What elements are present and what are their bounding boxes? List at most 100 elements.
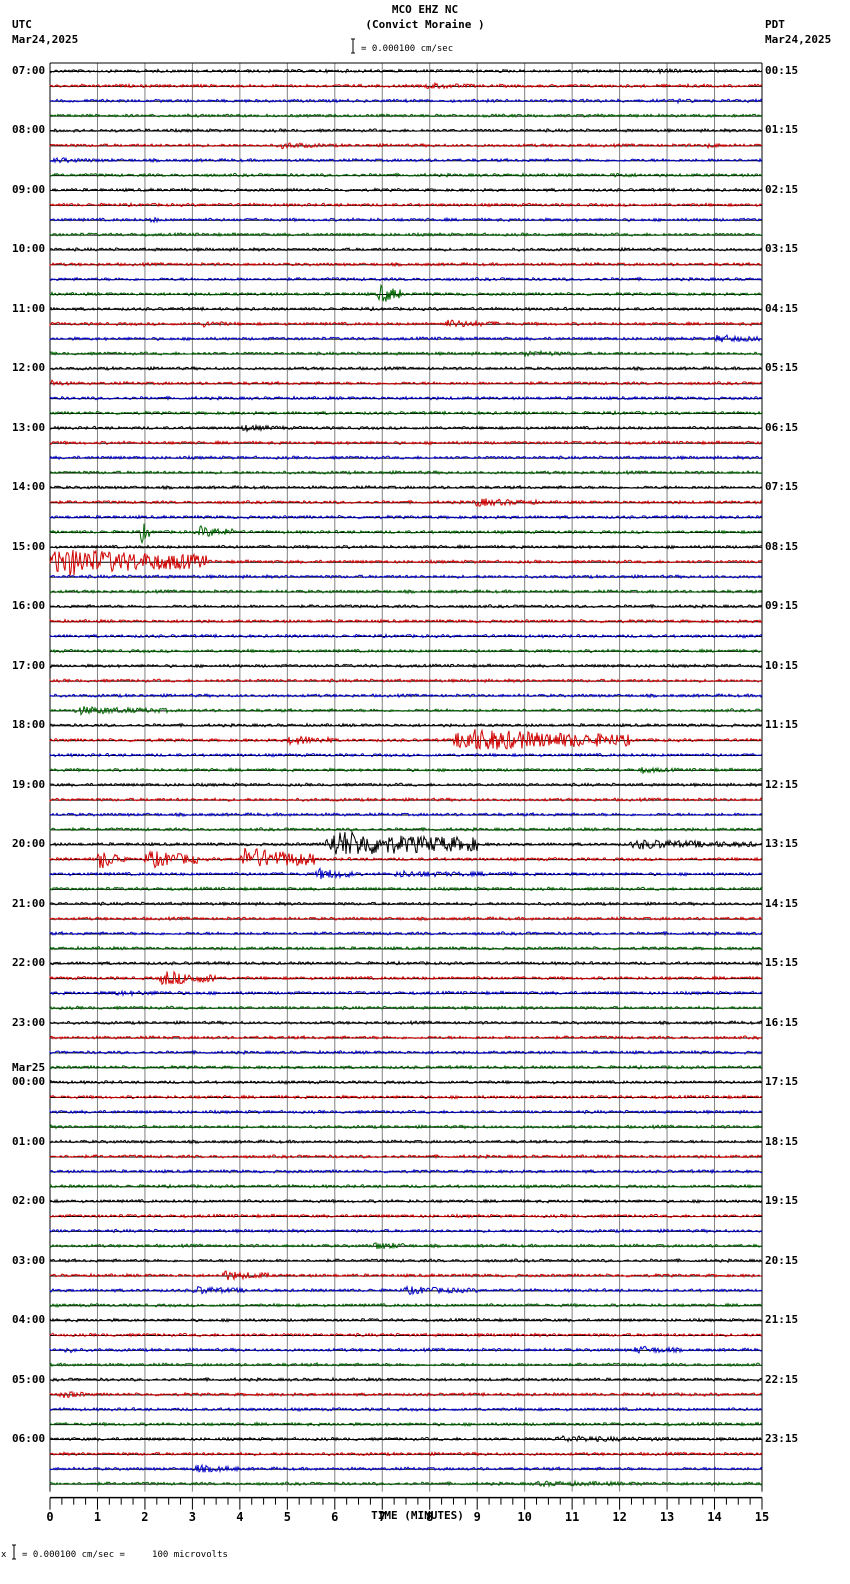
utc-hour-label: 00:00 <box>12 1075 46 1089</box>
pdt-hour-label: 06:15 <box>765 420 799 434</box>
pdt-hour-label: 19:15 <box>765 1194 799 1208</box>
x-tick-label: 3 <box>188 1509 196 1524</box>
seismic-trace <box>49 1094 763 1100</box>
seismic-trace <box>49 112 763 119</box>
seismic-trace <box>49 588 763 595</box>
seismic-trace <box>49 187 763 193</box>
utc-hour-label: 23:00 <box>12 1015 46 1029</box>
seismic-trace <box>49 1463 763 1474</box>
seismic-trace <box>49 662 763 669</box>
seismic-trace <box>49 1391 762 1399</box>
utc-hour-label: 12:00 <box>12 361 46 375</box>
utc-hour-label: 09:00 <box>12 182 46 196</box>
pdt-hour-label: 16:15 <box>765 1015 799 1029</box>
seismic-trace <box>49 1257 763 1264</box>
seismic-trace <box>49 1302 763 1308</box>
seismic-trace <box>49 1123 763 1130</box>
seismic-trace <box>49 1019 763 1026</box>
seismic-trace <box>49 1138 763 1145</box>
seismic-trace <box>49 603 763 610</box>
seismic-trace <box>49 915 763 922</box>
seismic-trace <box>49 781 763 788</box>
utc-hour-label: 10:00 <box>12 242 46 256</box>
seismic-trace <box>49 705 763 717</box>
seismic-trace <box>49 231 763 238</box>
seismic-trace <box>49 548 763 576</box>
seismic-trace <box>49 989 763 998</box>
x-tick-label: 9 <box>473 1509 481 1524</box>
seismic-trace <box>49 1005 763 1011</box>
utc-hour-label: 18:00 <box>12 718 46 732</box>
footer-prefix: x <box>1 1550 7 1560</box>
pdt-hour-label: 07:15 <box>765 480 799 494</box>
seismic-trace <box>49 1228 763 1234</box>
x-tick-label: 4 <box>236 1509 244 1524</box>
x-tick-label: 7 <box>378 1509 386 1524</box>
seismic-trace <box>49 349 763 357</box>
seismic-trace <box>49 514 763 520</box>
seismic-trace <box>49 261 763 268</box>
utc-hour-label: 22:00 <box>12 956 46 970</box>
pdt-hour-label: 23:15 <box>765 1432 799 1446</box>
seismic-trace <box>49 319 763 329</box>
seismic-trace <box>49 365 763 372</box>
seismic-trace <box>49 826 763 833</box>
seismic-trace <box>49 1153 763 1160</box>
seismic-trace <box>49 692 763 699</box>
seismic-trace <box>49 752 763 758</box>
seismic-trace <box>49 970 763 986</box>
site-name: (Convict Moraine ) <box>365 18 485 31</box>
seismic-trace <box>49 409 763 416</box>
seismic-trace <box>49 1332 763 1338</box>
utc-hour-label: 21:00 <box>12 896 46 910</box>
seismic-trace <box>49 1270 763 1281</box>
seismic-trace <box>49 573 763 580</box>
seismic-trace <box>49 1435 763 1443</box>
utc-hour-label: 06:00 <box>12 1432 46 1446</box>
seismic-trace <box>49 334 763 343</box>
seismic-trace <box>49 886 763 892</box>
x-tick-label: 15 <box>754 1509 770 1524</box>
seismic-trace <box>49 283 763 302</box>
seismic-trace <box>49 523 763 545</box>
x-tick-label: 12 <box>612 1509 627 1524</box>
seismic-trace <box>49 1198 763 1204</box>
x-tick-label: 14 <box>707 1509 722 1524</box>
seismic-trace <box>49 498 763 508</box>
utc-hour-label: 03:00 <box>12 1253 46 1267</box>
seismic-trace <box>49 246 763 253</box>
seismic-trace <box>49 127 763 134</box>
utc-hour-label: 16:00 <box>12 599 46 613</box>
footer-scale-text: = 0.000100 cm/sec = 100 microvolts <box>22 1550 228 1560</box>
seismic-trace <box>49 1406 763 1413</box>
seismic-trace <box>49 728 763 751</box>
seismic-trace <box>49 484 763 491</box>
seismic-trace <box>49 945 763 951</box>
pdt-hour-label: 05:15 <box>765 361 799 375</box>
seismic-trace <box>49 67 763 75</box>
seismic-trace <box>49 379 763 387</box>
right-timezone: PDT <box>765 18 785 31</box>
seismic-trace <box>49 1079 763 1086</box>
seismic-trace <box>49 648 763 654</box>
seismic-trace <box>49 678 763 684</box>
seismic-trace <box>49 1284 763 1296</box>
seismic-trace <box>49 1034 763 1041</box>
seismic-trace <box>49 1451 763 1457</box>
seismic-trace <box>49 454 763 461</box>
utc-hour-label: 13:00 <box>12 420 46 434</box>
seismic-trace <box>49 439 763 446</box>
x-tick-label: 10 <box>517 1509 532 1524</box>
pdt-hour-label: 09:15 <box>765 599 799 613</box>
seismic-trace <box>49 1421 763 1428</box>
utc-hour-label: 01:00 <box>12 1134 46 1148</box>
pdt-hour-label: 03:15 <box>765 242 799 256</box>
seismic-trace <box>49 1361 763 1368</box>
seismic-trace <box>49 97 763 105</box>
seismic-trace <box>49 960 763 967</box>
x-tick-label: 11 <box>564 1509 580 1524</box>
right-date: Mar24,2025 <box>765 33 832 46</box>
seismic-trace <box>49 722 763 729</box>
seismic-trace <box>49 1345 763 1355</box>
pdt-hour-label: 08:15 <box>765 539 799 553</box>
